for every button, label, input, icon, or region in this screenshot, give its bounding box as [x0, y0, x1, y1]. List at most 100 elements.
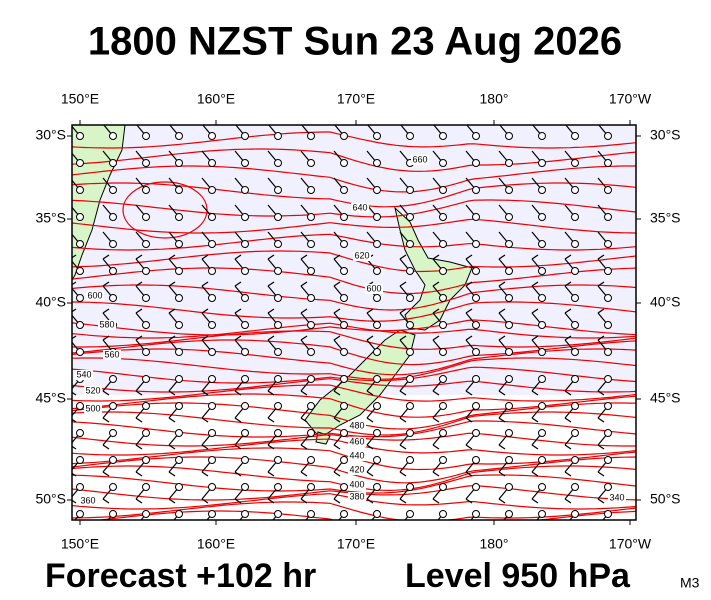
barb-station [175, 213, 183, 221]
wind-barb [432, 429, 447, 450]
barb-flag [300, 390, 308, 396]
barb-flag [465, 335, 473, 341]
barb-flag [597, 471, 605, 477]
wind-barb [399, 456, 414, 477]
barb-station [472, 429, 480, 437]
barb-flag [72, 391, 77, 396]
barb-station [340, 213, 348, 221]
barb-flag [531, 254, 539, 260]
barb-station [604, 294, 612, 302]
wind-barb [300, 308, 315, 329]
wind-barb [135, 335, 150, 356]
contour [72, 131, 636, 149]
contour-label-box [348, 421, 366, 431]
wind-barb [597, 281, 612, 302]
wind-barb [564, 281, 579, 302]
wind-barb [300, 204, 315, 221]
wind-barb [399, 429, 414, 450]
barb-flag [102, 390, 110, 396]
barb-flag [300, 417, 308, 423]
wind-barb [72, 402, 84, 423]
barb-station [274, 159, 282, 167]
wind-barb [102, 231, 117, 248]
barb-station [472, 483, 480, 491]
barb-station [505, 132, 513, 140]
barb-flag [432, 498, 440, 504]
barb-station [505, 321, 513, 329]
wind-barb [470, 510, 480, 520]
barb-station [274, 375, 282, 383]
wind-barb [72, 233, 84, 248]
wind-barb [498, 429, 513, 450]
wind-barb [564, 429, 579, 450]
barb-flag [333, 308, 341, 314]
barb-flag [135, 308, 143, 314]
barb-flag [499, 526, 505, 530]
contour-label-box [86, 291, 104, 301]
barb-flag [333, 471, 341, 477]
contour [72, 420, 636, 438]
wind-barb [267, 204, 282, 221]
barb-station [538, 186, 546, 194]
barb-station [571, 294, 579, 302]
wind-barb [267, 308, 282, 329]
wind-barb [267, 483, 282, 504]
wind-barb [597, 375, 612, 396]
contour-label: 640 [352, 202, 367, 212]
barb-station [604, 240, 612, 248]
wind-barb [103, 125, 117, 140]
barb-station [571, 456, 579, 464]
barb-flag [72, 499, 77, 504]
barb-flag [333, 390, 341, 396]
barb-station [76, 240, 84, 248]
barb-station [241, 402, 249, 410]
barb-station [373, 186, 381, 194]
wind-barb [367, 125, 381, 140]
barb-station [571, 510, 579, 518]
barb-station [538, 456, 546, 464]
barb-station [307, 321, 315, 329]
barb-station [604, 159, 612, 167]
wind-barb [102, 429, 117, 450]
wind-barb [272, 510, 282, 520]
wind-barb [399, 483, 414, 504]
wind-barb [234, 204, 249, 221]
barb-flag [498, 281, 506, 287]
barb-flag [333, 498, 341, 504]
barb-flag [234, 444, 242, 450]
barb-station [571, 402, 579, 410]
wind-barb [300, 375, 315, 396]
barb-station [274, 402, 282, 410]
barb-station [274, 483, 282, 491]
barb-station [439, 321, 447, 329]
barb-station [439, 240, 447, 248]
barb-flag [399, 335, 407, 341]
contour-label-box [98, 320, 116, 330]
wind-barb [201, 335, 216, 356]
barb-station [241, 429, 249, 437]
wind-barb [498, 204, 513, 221]
wind-barb [338, 510, 348, 520]
barb-station [175, 159, 183, 167]
barb-flag [498, 444, 506, 450]
barb-flag [564, 444, 572, 450]
wind-barb [135, 254, 150, 275]
barb-flag [72, 472, 77, 477]
barb-station [406, 213, 414, 221]
barb-flag [168, 335, 176, 341]
barb-flag [168, 471, 176, 477]
wind-barb [432, 483, 447, 504]
barb-station [571, 159, 579, 167]
barb-station [340, 267, 348, 275]
barb-station [505, 294, 513, 302]
barb-station [571, 132, 579, 140]
wind-barb [168, 429, 183, 450]
wind-barb [433, 125, 447, 140]
barb-flag [432, 254, 440, 260]
wind-barb [168, 281, 183, 302]
wind-barb [432, 335, 447, 356]
barb-station [373, 348, 381, 356]
barb-flag [234, 308, 242, 314]
barb-station [307, 240, 315, 248]
barb-flag [333, 281, 341, 287]
